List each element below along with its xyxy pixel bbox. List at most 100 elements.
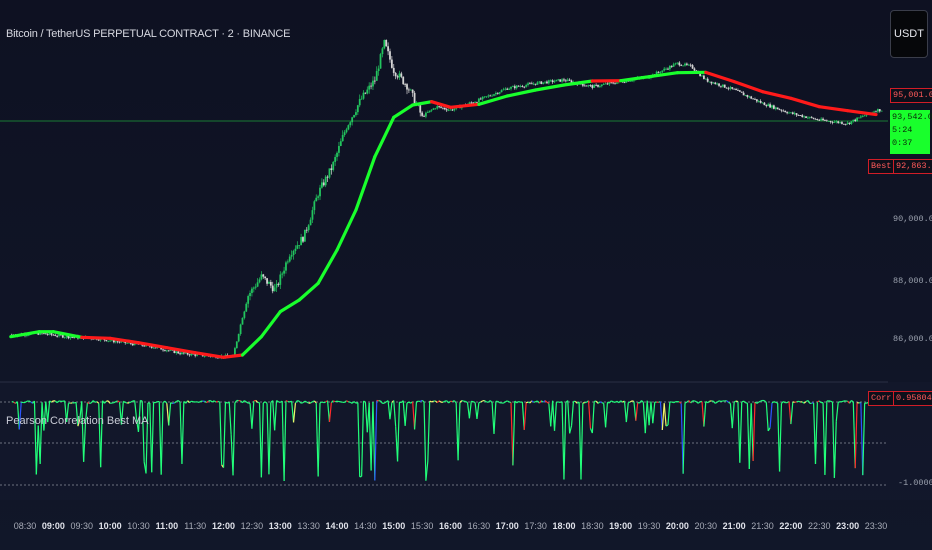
corr-segment	[465, 400, 468, 404]
candle-body	[56, 336, 59, 337]
current-price-tag: 93,542.000000 5:24 0:37	[890, 110, 932, 154]
candle-body	[97, 339, 100, 341]
corr-segment	[527, 401, 531, 404]
candle-body	[313, 201, 316, 211]
corr-segment	[189, 400, 192, 404]
corr-segment	[552, 400, 556, 431]
candle-body	[128, 342, 130, 344]
corr-segment	[716, 400, 720, 403]
candle-body	[368, 85, 371, 90]
candle-body	[385, 39, 388, 47]
corr-segment	[283, 400, 287, 482]
corr-segment	[680, 403, 684, 474]
candle-body	[63, 337, 66, 338]
candle-body	[655, 71, 658, 76]
candle-body	[704, 78, 707, 80]
candle-body	[285, 262, 287, 271]
corr-segment	[574, 400, 578, 404]
candle-body	[264, 276, 267, 279]
corr-segment	[788, 401, 792, 425]
corr-segment	[30, 401, 33, 404]
corr-segment	[348, 401, 351, 403]
time-tick-1630: 16:30	[468, 521, 491, 531]
candle-body	[425, 112, 427, 117]
corr-segment	[361, 401, 365, 477]
candle-body	[597, 84, 599, 87]
best-ma-segment	[429, 100, 453, 109]
candle-body	[782, 110, 785, 112]
corr-segment	[168, 402, 172, 426]
corr-max-value: 0.958044	[893, 391, 932, 406]
candle-body	[143, 345, 146, 347]
time-tick-0830: 08:30	[14, 521, 37, 531]
corr-segment	[353, 401, 357, 404]
time-tick-2300: 23:00	[836, 521, 859, 531]
candle-body	[661, 70, 664, 73]
corr-segment	[641, 400, 644, 403]
candle-body	[256, 282, 259, 287]
corr-segment	[854, 402, 858, 469]
candle-body	[373, 80, 376, 82]
corr-segment	[191, 400, 194, 403]
corr-segment	[11, 400, 14, 403]
candle-body	[691, 65, 694, 69]
candle-body	[192, 353, 195, 355]
corr-segment	[533, 401, 536, 403]
corr-segment	[607, 401, 610, 404]
corr-segment	[272, 400, 276, 431]
corr-segment	[629, 400, 633, 403]
candle-body	[714, 82, 717, 85]
corr-segment	[16, 401, 20, 430]
corr-segment	[149, 402, 153, 473]
candle-body	[807, 117, 809, 119]
candle-body	[816, 119, 819, 120]
candle-body	[687, 64, 690, 66]
corr-segment	[134, 400, 138, 420]
indicator-pane-bg	[0, 382, 932, 500]
candle-body	[759, 100, 762, 103]
corr-segment	[769, 402, 773, 428]
candle-body	[445, 109, 448, 111]
time-tick-1330: 13:30	[297, 521, 320, 531]
candle-body	[778, 109, 781, 111]
candle-body	[689, 64, 692, 66]
candle-body	[177, 351, 180, 354]
corr-segment	[41, 402, 45, 431]
candle-body	[277, 283, 280, 285]
corr-segment	[402, 400, 406, 426]
corr-segment	[164, 400, 168, 404]
candle-body	[328, 168, 331, 178]
corr-segment	[75, 402, 79, 427]
candle-body	[164, 350, 166, 352]
corr-segment	[349, 401, 353, 404]
best-ma-segment	[411, 100, 434, 107]
time-tick-2330: 23:30	[865, 521, 888, 531]
candle-body	[347, 125, 350, 130]
corr-segment	[204, 400, 207, 404]
candle-body	[791, 112, 794, 114]
corr-segment	[661, 403, 665, 431]
candle-body	[608, 82, 611, 85]
candle-body	[190, 353, 193, 356]
corr-segment	[84, 402, 89, 423]
corr-segment	[421, 399, 425, 403]
best-ma-segment	[448, 102, 481, 109]
corr-segment	[117, 400, 120, 403]
candle-body	[317, 196, 320, 198]
candle-body	[727, 88, 730, 90]
corr-segment	[803, 401, 807, 404]
candle-body	[307, 225, 310, 231]
corr-segment	[841, 400, 845, 403]
currency-button[interactable]: USDT	[890, 10, 928, 58]
corr-segment	[115, 400, 118, 403]
corr-segment	[567, 400, 571, 434]
corr-segment	[529, 400, 533, 404]
best-ma-segment	[165, 346, 197, 355]
candle-body	[744, 95, 747, 96]
candle-body	[629, 80, 632, 82]
corr-segment	[733, 400, 737, 403]
time-tick-0900: 09:00	[42, 521, 65, 531]
candle-body	[400, 73, 403, 77]
